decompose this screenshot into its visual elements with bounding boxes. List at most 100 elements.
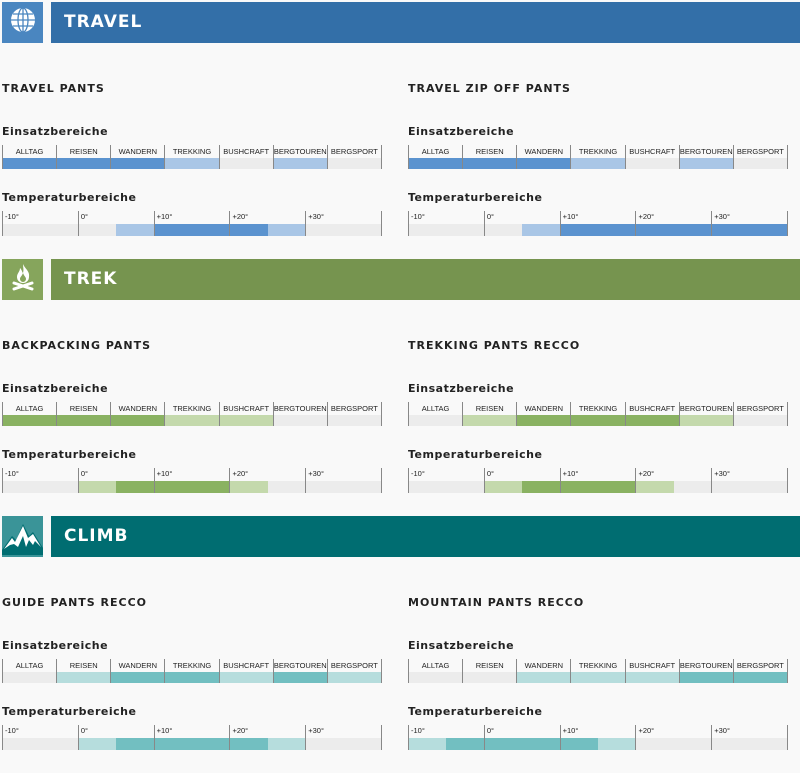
temperature-spacer — [446, 211, 483, 224]
usage-category-label: BERGTOUREN — [273, 661, 327, 670]
usage-cell: ALLTAG — [3, 402, 57, 426]
product-title: TREKKING PANTS RECCO — [408, 339, 581, 352]
temperature-level-fill — [560, 738, 599, 750]
temperature-level-fill — [560, 481, 599, 493]
usage-category-label: WANDERN — [118, 661, 158, 670]
temperature-cell — [749, 468, 789, 493]
temperature-spacer — [268, 468, 305, 481]
temperature-heading: Temperaturbereiche — [2, 191, 137, 204]
usage-category-label: REISEN — [69, 404, 98, 413]
temperature-heading: Temperaturbereiche — [408, 705, 543, 718]
section-trek: TREK BACKPACKING PANTS Einsatzbereiche AL… — [0, 257, 800, 514]
temperature-tick-label: -10° — [5, 726, 19, 735]
usage-category-label: TREKKING — [172, 661, 212, 670]
product-card: MOUNTAIN PANTS RECCO Einsatzbereiche ALL… — [408, 514, 789, 771]
usage-level-fill — [679, 672, 733, 683]
temperature-level-fill — [267, 738, 306, 750]
temperature-level-fill — [192, 481, 230, 493]
temperature-level-fill — [343, 481, 382, 493]
temperature-cell — [267, 211, 306, 236]
usage-category-label: BERGTOUREN — [273, 147, 327, 156]
temperature-spacer — [522, 468, 559, 481]
temperature-level-fill — [230, 738, 268, 750]
usage-cell: WANDERN — [110, 145, 165, 169]
usage-heading: Einsatzbereiche — [408, 639, 515, 652]
usage-category-label: ALLTAG — [15, 404, 44, 413]
temperature-spacer — [598, 211, 635, 224]
temperature-bar: -10° 0° +10° +20° +30° — [2, 211, 383, 236]
temperature-cell — [446, 468, 484, 493]
temperature-cell: +20° — [635, 211, 674, 236]
usage-level-fill — [571, 415, 625, 426]
temperature-level-fill — [40, 224, 78, 236]
temperature-level-fill — [484, 481, 523, 493]
usage-bar: ALLTAG REISEN WANDERN TREKKING BUSHCRAFT BERG… — [2, 145, 382, 169]
temperature-cell — [598, 725, 636, 750]
usage-level-fill — [57, 415, 111, 426]
temperature-tick-label: 0° — [80, 469, 88, 478]
temperature-level-fill — [673, 481, 712, 493]
temperature-cell: +30° — [305, 468, 344, 493]
section-title: TRAVEL — [64, 12, 143, 32]
usage-level-fill — [327, 415, 381, 426]
usage-category-label: ALLTAG — [421, 147, 450, 156]
usage-level-fill — [3, 158, 57, 169]
usage-level-fill — [409, 415, 463, 426]
usage-cell: BUSHCRAFT — [218, 145, 273, 169]
temperature-cell: -10° — [409, 211, 447, 236]
usage-bar: ALLTAG REISEN WANDERN TREKKING BUSHCRAFT BERG… — [2, 659, 382, 683]
usage-cell: BERGTOUREN — [678, 402, 733, 426]
temperature-tick-label: +20° — [638, 212, 655, 221]
temperature-cell — [192, 468, 230, 493]
temperature-cell: +30° — [305, 211, 344, 236]
temperature-heading: Temperaturbereiche — [408, 191, 543, 204]
temperature-spacer — [750, 211, 787, 224]
usage-level-fill — [3, 415, 57, 426]
temperature-spacer — [446, 725, 483, 738]
temperature-cell: 0° — [77, 468, 117, 493]
temperature-cell — [192, 725, 230, 750]
usage-cell: TREKKING — [164, 145, 219, 169]
usage-heading: Einsatzbereiche — [2, 125, 109, 138]
temperature-spacer — [674, 725, 711, 738]
temperature-level-fill — [598, 738, 636, 750]
temperature-bar: -10° 0° +10° +20° +30° — [408, 468, 789, 493]
temperature-cell: +10° — [559, 211, 599, 236]
usage-cell: REISEN — [56, 659, 111, 683]
usage-cell: BUSHCRAFT — [624, 145, 679, 169]
usage-level-fill — [517, 415, 571, 426]
temperature-level-fill — [522, 481, 560, 493]
temperature-tick-label: +30° — [714, 469, 730, 478]
temperature-cell — [446, 725, 484, 750]
temperature-cell: +20° — [635, 725, 674, 750]
temperature-bar: -10° 0° +10° +20° +30° — [2, 468, 383, 493]
usage-level-fill — [625, 415, 679, 426]
temperature-tick-label: -10° — [411, 212, 425, 221]
usage-category-label: WANDERN — [524, 147, 564, 156]
temperature-bar: -10° 0° +10° +20° +30° — [2, 725, 383, 750]
temperature-cell: +10° — [153, 468, 193, 493]
usage-level-fill — [571, 672, 625, 683]
temperature-cell: +20° — [229, 468, 268, 493]
temperature-cell: -10° — [3, 468, 41, 493]
usage-level-fill — [273, 415, 327, 426]
temperature-spacer — [344, 468, 381, 481]
globe-icon — [9, 6, 37, 39]
usage-category-label: REISEN — [69, 147, 98, 156]
temperature-spacer — [40, 211, 77, 224]
usage-cell: ALLTAG — [409, 402, 463, 426]
temperature-level-fill — [636, 738, 674, 750]
section-title: CLIMB — [64, 526, 129, 546]
usage-level-fill — [679, 158, 733, 169]
usage-cell: REISEN — [462, 659, 517, 683]
usage-level-fill — [165, 158, 219, 169]
temperature-heading: Temperaturbereiche — [2, 448, 137, 461]
temperature-cell: +10° — [559, 468, 599, 493]
usage-level-fill — [111, 415, 165, 426]
usage-category-label: BUSHCRAFT — [629, 404, 676, 413]
usage-level-fill — [111, 158, 165, 169]
usage-level-fill — [3, 672, 57, 683]
usage-cell: TREKKING — [570, 659, 625, 683]
usage-cell: BERGTOUREN — [678, 659, 733, 683]
usage-cell: WANDERN — [516, 402, 571, 426]
